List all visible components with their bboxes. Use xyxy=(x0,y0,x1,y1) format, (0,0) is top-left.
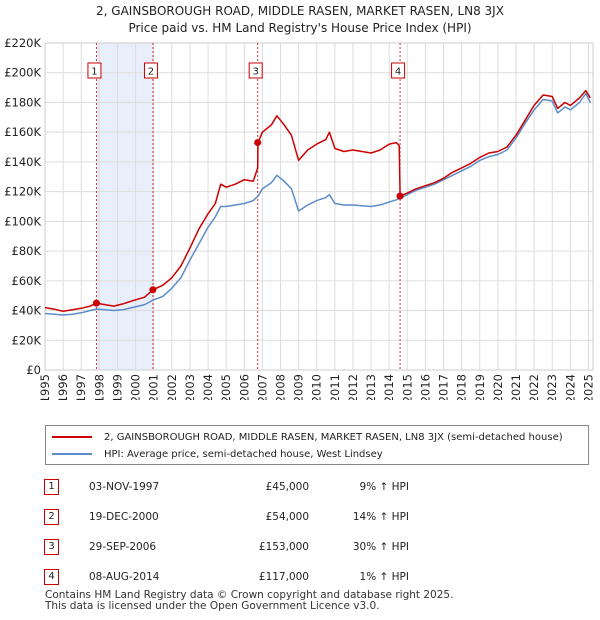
sale-point xyxy=(254,139,262,147)
sale-hpi-diff: 1% ↑ HPI xyxy=(359,571,409,583)
x-tick-label: 2017 xyxy=(437,374,451,400)
x-tick-label: 2005 xyxy=(219,374,233,400)
y-tick-label: £80K xyxy=(12,244,42,258)
legend: 2, GAINSBOROUGH ROAD, MIDDLE RASEN, MARK… xyxy=(45,425,589,465)
sale-hpi-diff: 14% ↑ HPI xyxy=(352,511,409,523)
x-tick-label: 2013 xyxy=(364,374,378,400)
sale-label-box xyxy=(87,62,102,79)
table-row: 4 08-AUG-2014 £117,000 1% ↑ HPI xyxy=(44,562,409,592)
sale-number-badge: 1 xyxy=(44,479,59,495)
sale-label-number: 2 xyxy=(148,67,154,78)
y-tick-label: £180K xyxy=(4,95,41,109)
x-tick-label: 2001 xyxy=(147,374,161,400)
sale-number-badge: 3 xyxy=(44,539,59,555)
x-tick-label: 2023 xyxy=(545,374,559,400)
sale-point xyxy=(149,286,157,294)
price-chart: £0 £20K £40K £60K £80K £100K £120K £140K £160K £1… xyxy=(4,36,595,400)
x-tick-label: 2011 xyxy=(328,374,342,400)
x-tick-label: 2016 xyxy=(418,374,432,400)
sale-point xyxy=(396,192,404,200)
y-tick-label: £140K xyxy=(4,155,41,169)
sale-number-badge: 4 xyxy=(44,569,59,585)
x-tick-label: 2009 xyxy=(292,374,306,400)
y-tick-label: £20K xyxy=(12,333,42,347)
sale-hpi-diff: 30% ↑ HPI xyxy=(352,541,409,553)
x-tick-label: 2000 xyxy=(129,374,143,400)
legend-item-hpi: HPI: Average price, semi-detached house,… xyxy=(52,446,383,462)
y-tick-label: £160K xyxy=(4,125,41,139)
hpi-series-line xyxy=(44,92,591,316)
sale-hpi-diff: 9% ↑ HPI xyxy=(359,481,409,493)
x-tick-label: 2020 xyxy=(491,374,505,400)
x-tick-label: 2004 xyxy=(201,374,215,400)
sale-date: 03-NOV-1997 xyxy=(89,481,160,493)
footer: Contains HM Land Registry data © Crown c… xyxy=(45,590,453,612)
table-row: 3 29-SEP-2006 £153,000 30% ↑ HPI xyxy=(44,532,409,562)
x-tick-label: 2015 xyxy=(400,374,414,400)
footer-licence: This data is licensed under the Open Gov… xyxy=(45,600,380,612)
sale-date: 19-DEC-2000 xyxy=(89,511,159,523)
sales-table: 1 03-NOV-1997 £45,000 9% ↑ HPI 2 19-DEC-… xyxy=(44,472,409,592)
legend-swatch-property xyxy=(52,436,92,438)
sale-label-box xyxy=(143,62,158,79)
sale-date: 08-AUG-2014 xyxy=(89,571,160,583)
chart-title: 2, GAINSBOROUGH ROAD, MIDDLE RASEN, MARK… xyxy=(96,4,504,18)
x-tick-label: 2008 xyxy=(274,374,288,400)
x-tick-label: 2010 xyxy=(310,374,324,400)
x-tick-label: 2022 xyxy=(527,374,541,400)
y-tick-label: £200K xyxy=(4,66,41,80)
legend-label-property: 2, GAINSBOROUGH ROAD, MIDDLE RASEN, MARK… xyxy=(104,431,563,443)
x-tick-label: 2024 xyxy=(563,374,577,400)
x-tick-label: 2014 xyxy=(382,374,396,400)
table-row: 2 19-DEC-2000 £54,000 14% ↑ HPI xyxy=(44,502,409,532)
x-tick-label: 2019 xyxy=(473,374,487,400)
sale-price: £153,000 xyxy=(258,541,309,553)
x-tick-label: 1996 xyxy=(56,374,70,400)
x-tick-label: 2018 xyxy=(455,374,469,400)
sale-number-badge: 2 xyxy=(44,509,59,525)
x-tick-label: 1999 xyxy=(110,374,124,400)
property-series-line xyxy=(44,89,591,313)
sale-price: £45,000 xyxy=(265,481,309,493)
y-tick-label: £60K xyxy=(12,274,42,288)
legend-label-hpi: HPI: Average price, semi-detached house,… xyxy=(104,448,383,460)
x-tick-label: 2021 xyxy=(509,374,523,400)
sale-point xyxy=(92,299,100,307)
sale-label-number: 1 xyxy=(91,67,97,78)
y-tick-label: £40K xyxy=(12,304,42,318)
x-tick-label: 2007 xyxy=(255,374,269,400)
y-tick-label: £120K xyxy=(4,185,41,199)
x-tick-label: 2006 xyxy=(237,374,251,400)
x-tick-label: 2025 xyxy=(581,374,595,400)
sale-date: 29-SEP-2006 xyxy=(89,541,157,553)
table-row: 1 03-NOV-1997 £45,000 9% ↑ HPI xyxy=(44,472,409,502)
sale-label-number: 4 xyxy=(395,67,401,78)
plot-area-border xyxy=(44,42,594,371)
shaded-band xyxy=(96,43,153,370)
x-tick-label: 2012 xyxy=(346,374,360,400)
x-tick-label: 2003 xyxy=(183,374,197,400)
sale-label-number: 3 xyxy=(252,67,258,78)
x-tick-label: 1995 xyxy=(38,374,52,400)
y-tick-label: £0 xyxy=(26,363,41,377)
legend-item-property: 2, GAINSBOROUGH ROAD, MIDDLE RASEN, MARK… xyxy=(52,429,563,445)
sale-price: £117,000 xyxy=(258,571,309,583)
x-tick-label: 1997 xyxy=(74,374,88,400)
y-tick-label: £220K xyxy=(4,36,41,50)
footer-copyright: Contains HM Land Registry data © Crown c… xyxy=(45,589,454,601)
legend-swatch-hpi xyxy=(52,453,92,455)
y-tick-label: £100K xyxy=(4,214,41,228)
sale-label-box xyxy=(391,62,406,79)
sale-price: £54,000 xyxy=(265,511,309,523)
x-tick-label: 1998 xyxy=(92,374,106,400)
chart-subtitle: Price paid vs. HM Land Registry's House … xyxy=(128,21,472,35)
x-tick-label: 2002 xyxy=(165,374,179,400)
sale-label-box xyxy=(248,62,263,79)
